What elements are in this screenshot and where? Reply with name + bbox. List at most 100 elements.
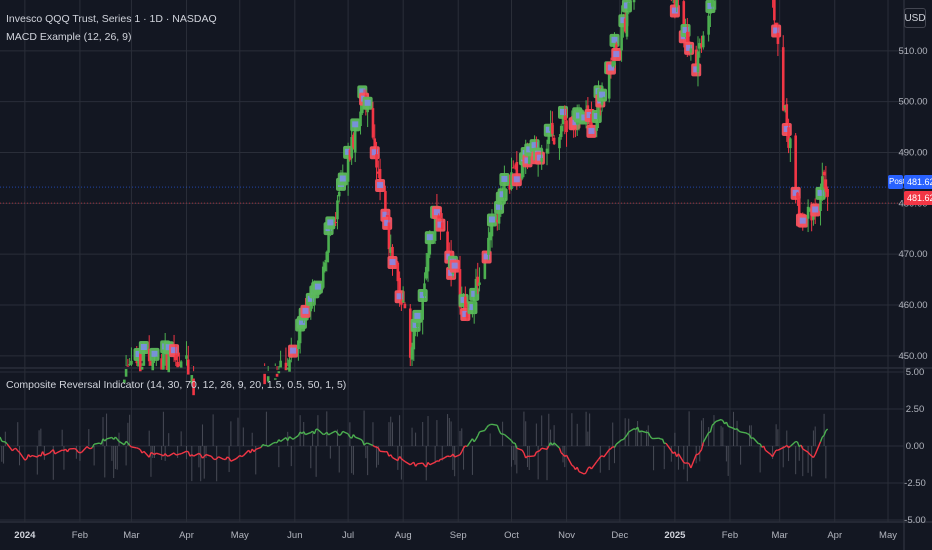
indicator-line-segment: [525, 455, 528, 459]
indicator-line-segment: [562, 453, 566, 457]
candle-body: [545, 148, 549, 154]
candle-body: [710, 0, 714, 7]
signal-marker-glyph: [513, 176, 520, 183]
signal-marker-glyph: [314, 283, 321, 290]
signal-marker-glyph: [302, 307, 309, 314]
indicator-legend[interactable]: Composite Reversal Indicator (14, 30, 70…: [6, 379, 347, 391]
indicator-line-segment: [56, 449, 63, 454]
indicator-line-segment: [628, 428, 635, 433]
indicator-line-segment: [0, 436, 3, 442]
indicator-line-segment: [150, 451, 154, 455]
candle-body: [623, 18, 627, 32]
candle-body: [192, 378, 195, 396]
candle: [698, 38, 702, 58]
indicator-line-segment: [390, 454, 394, 459]
indicator-line-segment: [36, 454, 40, 458]
indicator-line-segment: [303, 431, 307, 435]
indicator-line-segment: [212, 457, 216, 461]
signal-marker-glyph: [433, 209, 440, 216]
candle-body: [398, 277, 401, 298]
indicator-line-segment: [224, 456, 228, 460]
signal-marker-glyph: [588, 127, 595, 134]
signal-marker-glyph: [469, 304, 476, 311]
candle: [602, 96, 606, 100]
time-tick-label: Mar: [771, 530, 787, 541]
indicator-line-segment: [214, 458, 218, 461]
candle-body: [602, 97, 606, 99]
candle-body: [558, 137, 561, 149]
signal-marker-glyph: [462, 310, 469, 317]
candle: [169, 334, 180, 362]
indicator-line-segment: [814, 441, 822, 455]
currency-button[interactable]: USD: [904, 8, 926, 28]
post-value-badge: 481.62: [904, 175, 932, 189]
signal-marker-glyph: [499, 191, 506, 198]
candle: [321, 261, 325, 290]
signal-marker-glyph: [471, 290, 478, 297]
candle-body: [503, 179, 506, 198]
signal-marker-glyph: [693, 66, 700, 73]
candle-body: [321, 266, 325, 288]
indicator-line-segment: [152, 452, 155, 456]
candle: [611, 60, 615, 68]
candle: [815, 183, 826, 226]
indicator-line-segment: [49, 450, 53, 454]
indicator-line-segment: [372, 444, 376, 448]
candle-body: [428, 238, 432, 255]
candle: [715, 0, 717, 10]
candle-body: [327, 229, 330, 253]
candle: [558, 134, 561, 160]
candle-body: [789, 138, 792, 149]
candle: [627, 2, 631, 15]
signal-marker-glyph: [437, 221, 444, 228]
indicator-line-segment: [782, 446, 786, 449]
signal-marker-glyph: [419, 292, 426, 299]
indicator-line-segment: [786, 445, 790, 448]
indicator-line-segment: [585, 468, 589, 473]
indicator-line-segment: [802, 448, 809, 453]
indicator-line-segment: [477, 431, 481, 437]
candle: [700, 35, 703, 53]
candle-body: [263, 373, 266, 385]
candle-body: [297, 340, 300, 349]
indicator-line-segment: [131, 446, 137, 449]
indicator-line-segment: [399, 455, 402, 460]
indicator-line-segment: [626, 431, 630, 436]
indicator-line-segment: [267, 442, 274, 447]
price-tick-label: 460.00: [898, 300, 927, 311]
indicator-line-segment: [734, 428, 738, 431]
candle: [783, 104, 787, 113]
indicator-line-segment: [41, 451, 46, 456]
indicator-line-segment: [441, 455, 448, 460]
candle: [826, 186, 829, 211]
indicator-line-segment: [752, 437, 759, 445]
indicator-line-segment: [17, 450, 20, 453]
indicator-line-segment: [352, 434, 356, 438]
candle-body: [389, 247, 393, 253]
indicator-line-segment: [340, 431, 344, 435]
time-tick-label: Jun: [287, 530, 302, 541]
indicator-line-segment: [612, 446, 615, 449]
candle-body: [776, 32, 780, 44]
indicator-tick-label: 2.50: [906, 404, 925, 415]
symbol-title[interactable]: Invesco QQQ Trust, Series 1 · 1D · NASDA…: [6, 13, 217, 25]
candle: [510, 157, 513, 191]
candle: [821, 162, 824, 202]
candle: [288, 344, 299, 358]
candle-body: [527, 150, 531, 165]
candle-body: [632, 0, 636, 3]
candle-body: [391, 246, 394, 264]
candle: [824, 165, 828, 198]
candle-body: [689, 48, 693, 53]
signal-marker-glyph: [817, 189, 824, 196]
indicator-line-segment: [516, 447, 523, 451]
candle: [623, 8, 627, 34]
indicator-line-segment: [711, 423, 715, 426]
indicator-line-segment: [763, 445, 767, 451]
macd-legend[interactable]: MACD Example (12, 26, 9): [6, 31, 132, 43]
indicator-line-segment: [702, 432, 710, 443]
indicator-tick-label: 5.00: [906, 367, 925, 378]
candle: [178, 352, 181, 367]
